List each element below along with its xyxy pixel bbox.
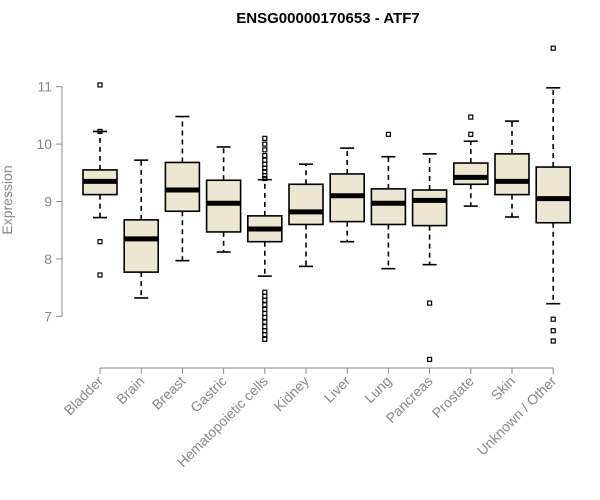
box (288, 183, 324, 226)
outlier-point (97, 128, 103, 135)
box-group (82, 82, 118, 278)
box (205, 179, 242, 233)
box-group (288, 163, 324, 268)
box (411, 189, 448, 227)
outlier-point (262, 314, 268, 321)
x-tick-label: Liver (321, 373, 354, 406)
outlier-point (262, 135, 268, 141)
outlier-point (262, 297, 268, 303)
boxes-group (82, 45, 572, 362)
box (123, 219, 159, 273)
box-group (329, 147, 366, 243)
outlier-point (262, 147, 268, 153)
y-tick-label: 7 (44, 308, 52, 324)
y-tick-label: 10 (36, 136, 52, 152)
box-group (370, 131, 407, 270)
outlier-point (262, 336, 268, 342)
outlier-point (262, 306, 268, 313)
y-axis-label: Expression (0, 165, 15, 234)
outlier-point (262, 310, 268, 317)
x-tick-label: Breast (149, 373, 189, 413)
outlier-point (262, 328, 268, 334)
outlier-point (262, 152, 268, 159)
outlier-point (262, 293, 268, 299)
box-group (205, 146, 242, 253)
outlier-point (262, 173, 268, 179)
box (452, 162, 489, 186)
outlier-point (550, 338, 556, 344)
y-tick-label: 8 (44, 251, 52, 267)
outlier-point (262, 324, 268, 330)
outlier-point (427, 356, 433, 362)
box (370, 188, 407, 226)
outlier-point (550, 45, 556, 51)
box-group (247, 135, 283, 342)
y-tick-label: 9 (44, 194, 52, 210)
box-group (123, 159, 159, 299)
outlier-point (97, 239, 103, 245)
outlier-point (262, 319, 268, 325)
outlier-point (262, 141, 268, 147)
outlier-point (262, 161, 268, 167)
box (164, 161, 201, 213)
x-tick-label: Bladder (61, 373, 107, 419)
outlier-point (468, 131, 474, 137)
x-tick-label: Prostate (429, 373, 477, 421)
outlier-point (262, 332, 268, 338)
outlier-point (262, 157, 268, 163)
outlier-point (468, 114, 474, 120)
box (494, 153, 530, 196)
outlier-point (97, 82, 103, 88)
outlier-point (97, 272, 103, 278)
outlier-point (385, 131, 391, 137)
outlier-point (262, 175, 268, 182)
outlier-point (262, 302, 268, 308)
box (535, 166, 572, 224)
box-group (535, 45, 572, 344)
x-tick-label: Kidney (271, 373, 313, 415)
box-group (452, 114, 489, 207)
outlier-point (262, 289, 268, 295)
outlier-point (427, 300, 433, 306)
x-tick-label: Brain (113, 373, 147, 407)
outlier-point (550, 328, 556, 334)
x-tick-label: Skin (488, 373, 519, 404)
x-tick-label: Lung (361, 373, 394, 406)
chart-title: ENSG00000170653 - ATF7 (236, 10, 419, 27)
box-group (411, 153, 448, 362)
outlier-point (550, 316, 556, 322)
box-group (494, 120, 530, 218)
box-group (164, 115, 201, 262)
y-tick-label: 11 (37, 79, 52, 95)
